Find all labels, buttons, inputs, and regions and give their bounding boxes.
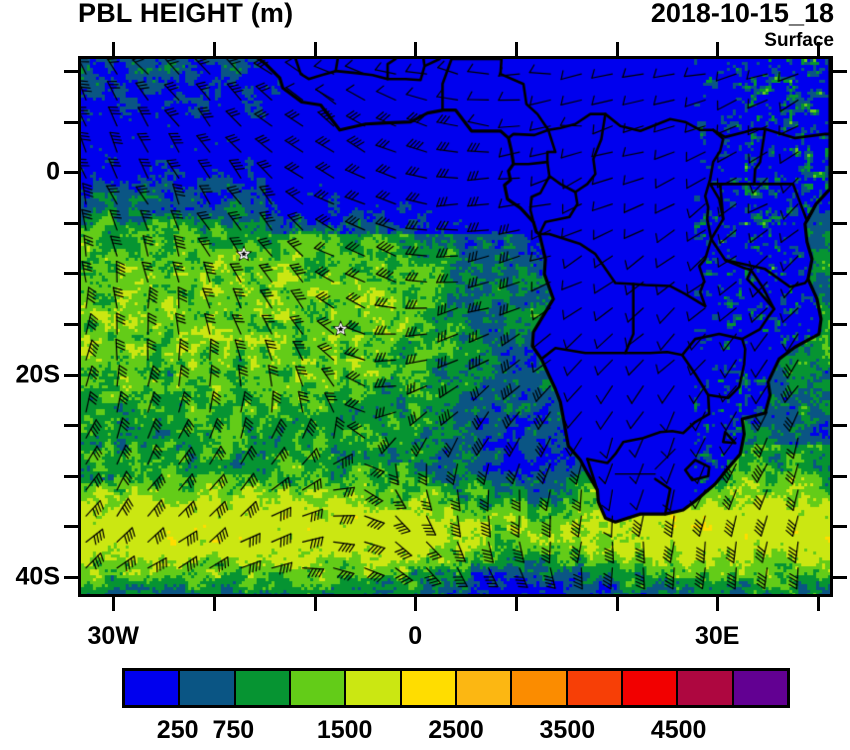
y-axis-tick bbox=[64, 373, 78, 377]
y-axis-tick bbox=[833, 171, 847, 175]
y-axis-tick bbox=[64, 525, 78, 529]
colorbar-segment bbox=[125, 671, 181, 705]
x-axis-tick bbox=[313, 597, 317, 611]
colorbar-segment bbox=[346, 671, 402, 705]
y-axis-tick bbox=[64, 70, 78, 74]
y-axis-label: 20S bbox=[15, 360, 60, 389]
colorbar bbox=[122, 668, 790, 708]
x-axis-tick bbox=[816, 42, 820, 56]
y-axis-tick bbox=[833, 322, 847, 326]
page-title: PBL HEIGHT (m) bbox=[78, 0, 294, 28]
y-axis-tick bbox=[64, 221, 78, 225]
x-axis-tick bbox=[212, 42, 216, 56]
colorbar-segment bbox=[567, 671, 623, 705]
x-axis-tick bbox=[112, 597, 116, 611]
vertical-level-label: Surface bbox=[764, 30, 834, 51]
y-axis-tick bbox=[833, 120, 847, 124]
x-axis-tick bbox=[816, 597, 820, 611]
y-axis-tick bbox=[833, 272, 847, 276]
colorbar-tick-label: 4500 bbox=[650, 716, 707, 744]
y-axis-tick bbox=[64, 120, 78, 124]
colorbar-segment bbox=[733, 671, 787, 705]
timestamp-label: 2018-10-15_18 bbox=[650, 0, 834, 28]
x-axis-tick bbox=[716, 42, 720, 56]
colorbar-segment bbox=[290, 671, 347, 705]
colorbar-segment bbox=[180, 671, 236, 705]
y-axis-tick bbox=[64, 575, 78, 579]
y-axis-tick bbox=[833, 474, 847, 478]
colorbar-tick-label: 3500 bbox=[539, 716, 596, 744]
colorbar-tick-label: 1500 bbox=[316, 716, 373, 744]
colorbar-segment bbox=[401, 671, 457, 705]
x-axis-tick bbox=[514, 42, 518, 56]
x-axis-tick bbox=[112, 42, 116, 56]
y-axis-label: 40S bbox=[15, 562, 60, 591]
x-axis-label: 30E bbox=[694, 622, 740, 650]
y-axis-tick bbox=[64, 272, 78, 276]
pbl-height-raster bbox=[81, 59, 830, 594]
colorbar-segment bbox=[512, 671, 568, 705]
x-axis-label: 30W bbox=[87, 622, 139, 650]
colorbar-segment bbox=[235, 671, 291, 705]
colorbar-segment bbox=[622, 671, 679, 705]
x-axis-tick bbox=[313, 42, 317, 56]
x-axis-tick bbox=[716, 597, 720, 611]
y-axis-tick bbox=[833, 575, 847, 579]
y-axis-tick bbox=[64, 322, 78, 326]
y-axis-tick bbox=[833, 70, 847, 74]
x-axis-tick bbox=[414, 597, 418, 611]
y-axis-tick bbox=[833, 424, 847, 428]
y-axis-tick bbox=[833, 373, 847, 377]
y-axis-tick bbox=[833, 221, 847, 225]
x-axis-tick bbox=[615, 597, 619, 611]
x-axis-tick bbox=[514, 597, 518, 611]
y-axis-tick bbox=[64, 171, 78, 175]
map-plot-area[interactable] bbox=[78, 56, 833, 597]
colorbar-segment bbox=[456, 671, 513, 705]
x-axis-tick bbox=[414, 42, 418, 56]
x-axis-label: 0 bbox=[408, 622, 423, 650]
colorbar-tick-label: 250 bbox=[156, 716, 199, 744]
x-axis-tick bbox=[212, 597, 216, 611]
colorbar-tick-label: 2500 bbox=[428, 716, 484, 744]
x-axis-tick bbox=[615, 42, 619, 56]
colorbar-segment bbox=[678, 671, 734, 705]
colorbar-tick-label: 750 bbox=[212, 716, 255, 744]
y-axis-label: 0 bbox=[46, 157, 60, 186]
y-axis-tick bbox=[64, 424, 78, 428]
y-axis-tick bbox=[64, 474, 78, 478]
y-axis-tick bbox=[833, 525, 847, 529]
